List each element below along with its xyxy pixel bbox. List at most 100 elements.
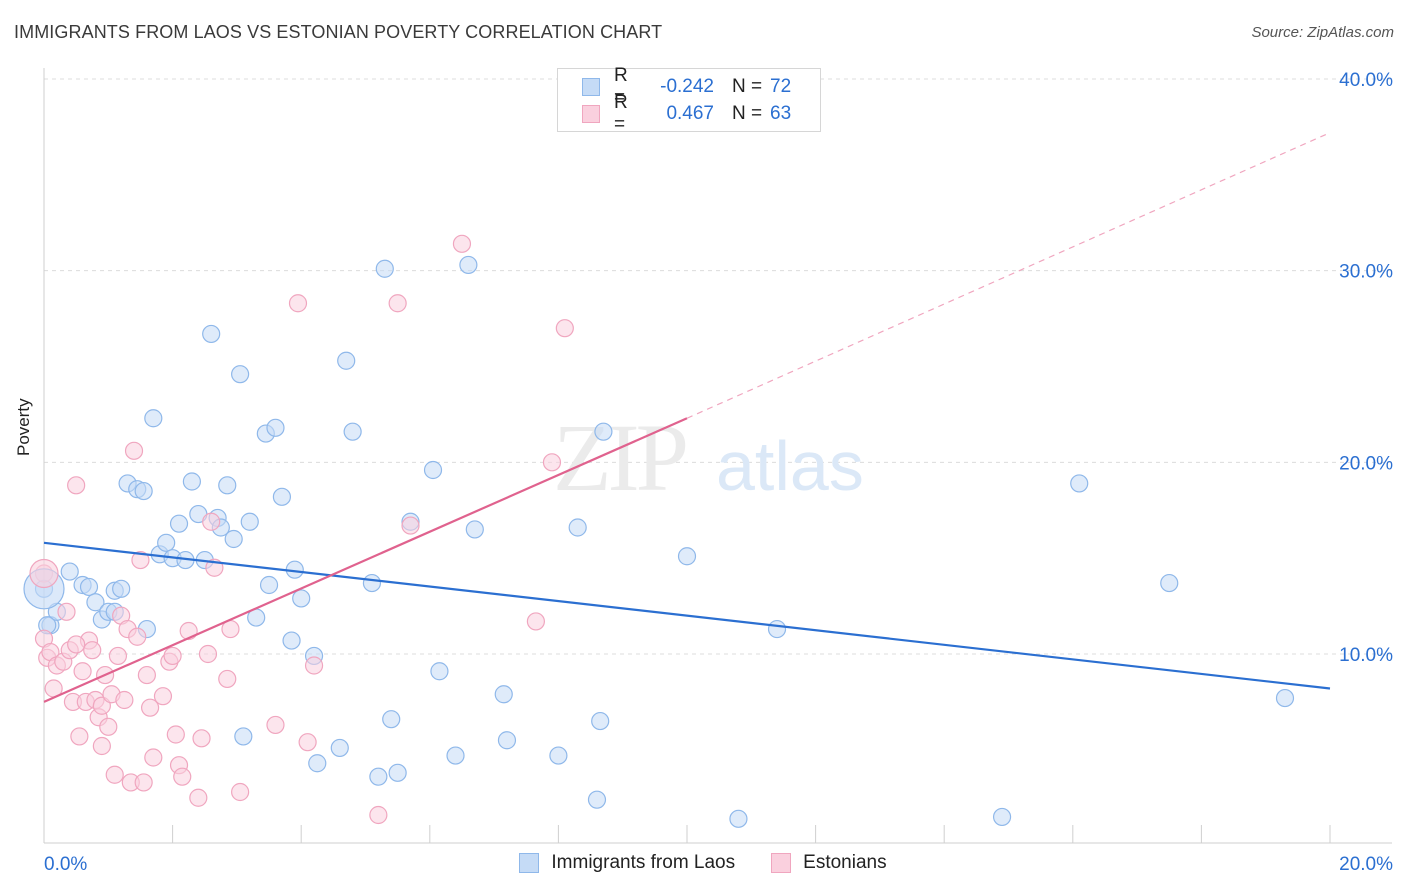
point-estonians <box>137 665 156 685</box>
point-estonians <box>131 550 150 570</box>
point-laos <box>231 365 250 384</box>
trend-lines <box>43 132 1331 703</box>
point-estonians <box>105 765 124 784</box>
point-estonians <box>67 635 86 654</box>
point-laos <box>497 731 517 750</box>
correlation-legend: R = -0.242 N = 72 R = 0.467 N = 63 <box>557 65 821 135</box>
point-estonians <box>134 773 153 792</box>
point-laos <box>549 746 568 765</box>
point-laos <box>494 685 513 704</box>
point-estonians <box>401 516 420 535</box>
point-laos <box>343 422 362 441</box>
point-laos <box>587 790 607 809</box>
legend-n-label: N = <box>732 103 763 124</box>
point-laos <box>282 631 301 650</box>
point-laos <box>224 529 243 549</box>
point-laos <box>992 807 1012 827</box>
point-estonians <box>266 715 285 735</box>
legend-swatch-estonians <box>771 853 792 873</box>
point-estonians <box>115 690 134 710</box>
point-estonians <box>99 717 118 736</box>
point-laos <box>292 589 311 608</box>
point-laos <box>79 577 99 597</box>
point-estonians <box>452 234 472 253</box>
point-estonians <box>57 602 76 621</box>
legend-r-label: R = <box>614 92 628 135</box>
point-laos <box>60 562 79 581</box>
legend-r-value: 0.467 <box>666 103 714 124</box>
tick-labels: 10.0% 20.0% 30.0% 40.0% 0.0% 20.0% <box>44 70 1393 875</box>
point-estonians <box>144 748 163 767</box>
point-estonians <box>202 512 221 531</box>
point-estonians <box>166 725 185 744</box>
legend-item-estonians: Estonians <box>771 852 887 874</box>
point-estonians <box>163 646 182 666</box>
point-laos <box>272 487 292 506</box>
y-tick-label: 30.0% <box>1339 262 1393 283</box>
point-laos <box>86 593 105 612</box>
point-laos <box>446 746 465 765</box>
point-laos <box>234 727 253 746</box>
y-tick-label: 40.0% <box>1339 70 1393 91</box>
point-laos <box>594 422 613 441</box>
point-laos <box>144 409 163 428</box>
legend-n-label: N = <box>732 76 763 97</box>
legend-name-estonians: Estonians <box>803 852 887 873</box>
point-laos <box>465 520 484 539</box>
point-estonians <box>92 736 111 756</box>
point-laos <box>1070 474 1089 493</box>
point-laos <box>259 575 279 595</box>
legend-row-estonians: R = 0.467 N = 63 <box>582 92 791 135</box>
point-laos <box>112 579 131 598</box>
point-laos <box>767 619 787 639</box>
point-estonians <box>70 727 89 746</box>
legend-swatch-estonians <box>582 105 600 123</box>
x-tick-label: 0.0% <box>44 854 87 875</box>
point-estonians <box>140 698 160 717</box>
point-estonians <box>388 294 407 313</box>
point-laos <box>330 738 349 758</box>
y-tick-label: 20.0% <box>1339 453 1393 474</box>
point-laos <box>459 255 478 275</box>
point-laos <box>202 324 221 344</box>
data-points <box>23 234 1295 828</box>
point-laos <box>729 809 748 828</box>
point-estonians <box>108 646 128 666</box>
trend-line-laos <box>43 541 1331 690</box>
point-estonians <box>189 788 208 807</box>
point-estonians <box>67 476 86 495</box>
point-estonians <box>218 669 237 689</box>
point-laos <box>430 662 449 681</box>
legend-row-laos: R = -0.242 N = 72 <box>582 65 792 108</box>
legend-r-value: -0.242 <box>660 76 714 97</box>
point-laos <box>362 573 382 593</box>
point-laos <box>382 710 401 729</box>
point-estonians <box>124 441 144 460</box>
point-estonians <box>288 294 308 313</box>
legend-n-value: 72 <box>770 76 792 97</box>
trend-line-estonians <box>43 417 688 703</box>
source-credit: Source: ZipAtlas.com <box>1251 24 1394 41</box>
point-estonians <box>526 612 545 631</box>
legend-item-laos: Immigrants from Laos <box>519 852 735 874</box>
point-estonians <box>128 627 147 646</box>
point-laos <box>337 351 356 370</box>
legend-r-label: R = <box>614 65 628 108</box>
point-estonians <box>555 319 574 338</box>
trend-extension-estonians <box>686 132 1331 419</box>
point-laos <box>308 754 327 773</box>
point-estonians <box>83 641 102 660</box>
gridlines <box>44 78 1392 655</box>
point-laos <box>388 763 407 782</box>
y-tick-label: 10.0% <box>1339 645 1393 666</box>
point-laos <box>591 711 610 731</box>
point-estonians <box>298 733 317 752</box>
point-laos <box>134 481 153 501</box>
point-laos <box>240 512 259 531</box>
point-laos <box>568 518 587 537</box>
watermark-atlas: atlas <box>716 427 864 505</box>
point-laos <box>369 767 388 786</box>
point-estonians <box>231 782 250 802</box>
legend-swatch-laos <box>519 853 540 873</box>
axes <box>43 68 1392 844</box>
